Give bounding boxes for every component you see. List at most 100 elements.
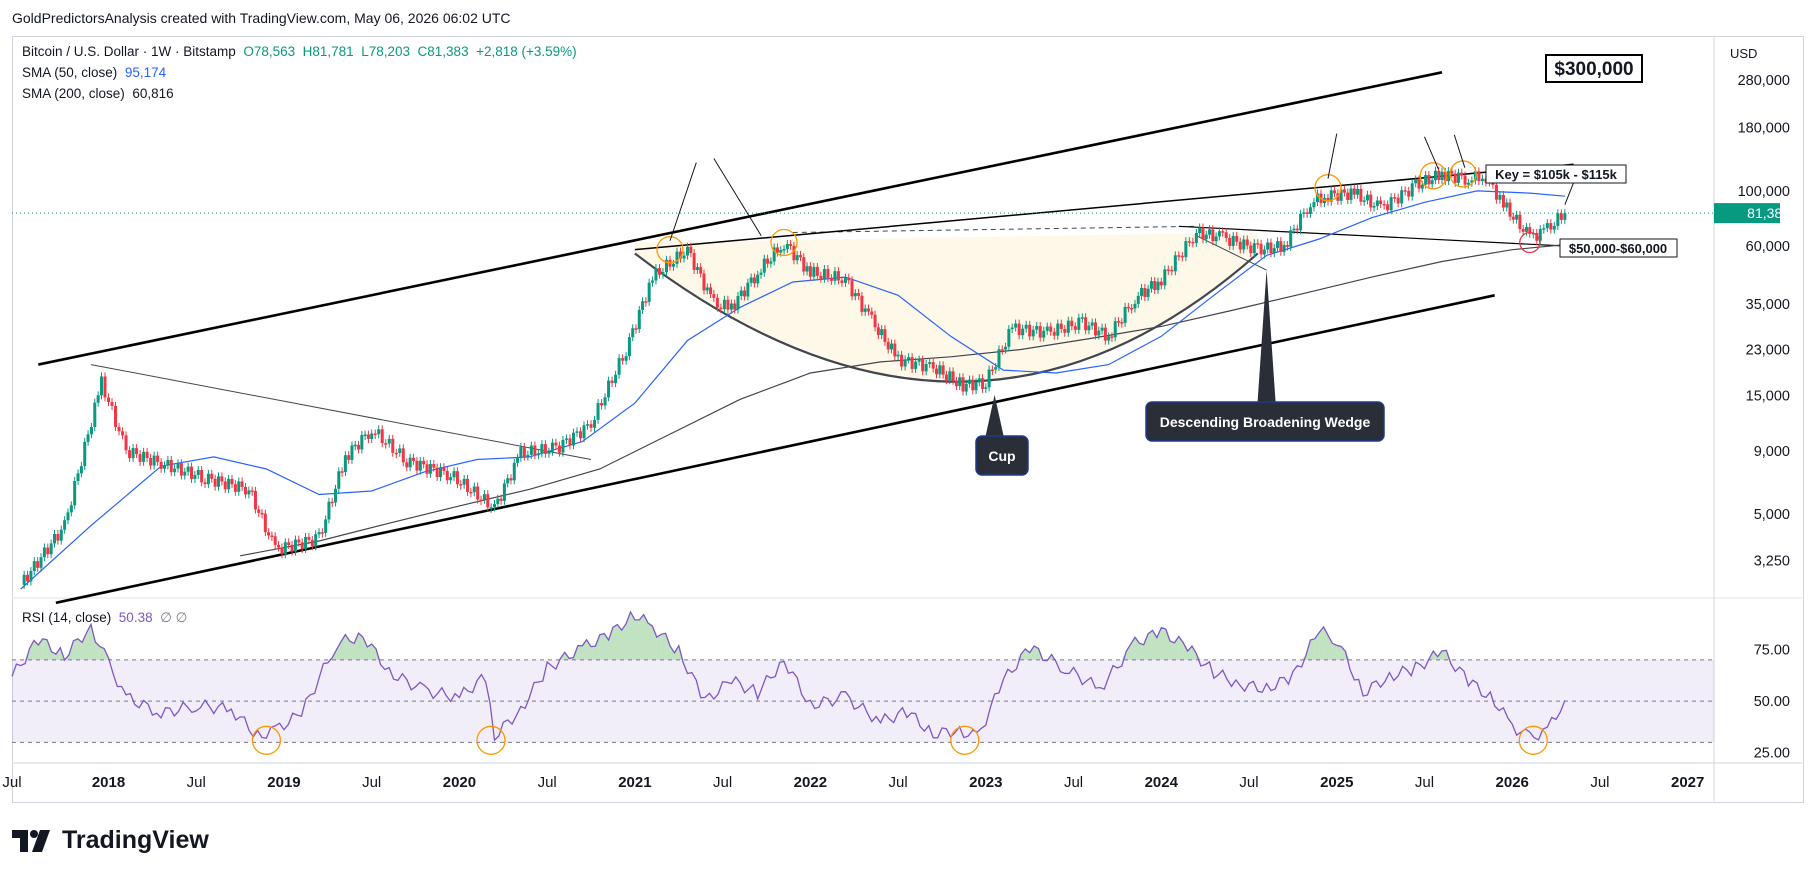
time-tick-label: Jul [362,774,381,791]
candle-body [543,444,547,454]
rsi-overbought-fill [358,633,363,660]
candle-body [110,402,114,406]
channel-lower [55,294,1495,605]
rsi-overbought-fill [1121,651,1127,660]
rsi-overbought-fill [608,627,613,660]
candle-body [73,481,77,506]
candle-body [802,257,806,272]
sma200-label: SMA (200, close) [22,86,125,101]
candle-body [836,271,840,281]
rsi-overbought-fill [1174,636,1179,660]
time-axis: Jul 2018 Jul 2019 Jul 2020 Jul 2021 Jul 2022 Jul 20… [2,762,1802,791]
rsi-overbought-fill [1341,646,1346,660]
candle-body [432,464,436,468]
rsi-overbought-fill [362,637,368,660]
rsi-oversold-circle [1518,725,1548,755]
candle-body [377,429,381,435]
candle-body [79,466,83,474]
candle-body [1028,324,1032,337]
candle-body [1556,213,1560,226]
candle-body [227,478,231,490]
price-pane: USD 280,000 180,000 100,000 60,000 35,000 23,0… [12,36,1802,801]
candle-body [840,280,844,283]
sma50-value: 95,174 [124,65,167,80]
candle-body [641,301,645,310]
candle-body [647,282,651,302]
rsi-overbought-fill [630,611,635,660]
candle-body [415,460,419,471]
candle-body [812,266,816,277]
candle-body [654,268,658,281]
currency-label: USD [1730,46,1757,61]
candle-body [1110,336,1114,338]
candle-body [1052,331,1056,336]
rsi-overbought-fill [656,634,662,660]
rsi-overbought-fill [55,647,61,660]
last-price-label: 81,383 [1747,205,1790,221]
candle-body [156,455,160,462]
candle-body [449,477,453,481]
candle-body [921,359,925,372]
candle-body [1542,228,1546,230]
candle-body [496,498,500,505]
candle-body [263,513,267,533]
candle-body [93,402,97,427]
candle-body [1563,213,1567,220]
candle-body [39,557,43,568]
candle-body [69,505,73,513]
candle-body [715,297,719,308]
candle-body [1470,180,1474,183]
symbol-title[interactable]: Bitcoin / U.S. Dollar · 1W · Bitstamp [22,44,236,59]
tradingview-logo[interactable]: TradingView [12,826,209,855]
rsi-overbought-fill [95,642,100,660]
candle-body [944,374,948,381]
candle-body [1120,322,1124,324]
top-marker-circle [1419,162,1447,190]
candle-body [46,547,50,555]
rsi-overbought-fill [86,624,91,660]
candle-body [938,365,942,375]
price-tick-label: 23,000 [1746,342,1790,358]
annotation-arrow [669,162,697,241]
brand-name: TradingView [62,826,209,854]
rsi-overbought-fill [33,640,39,660]
rsi-overbought-fill [1143,633,1149,660]
rsi-overbought-fill [349,641,355,660]
candle-body [99,376,103,396]
candle-body [1403,190,1407,192]
candle-body [712,294,716,298]
created-note: GoldPredictorsAnalysis created with Trad… [12,10,511,26]
candle-body [733,303,737,310]
candle-body [1369,194,1373,208]
candle-body [1460,172,1464,176]
top-marker-circle [656,236,684,264]
candle-body [896,354,900,357]
candle-body [314,534,318,547]
candle-body [1299,213,1303,231]
sma50-legend[interactable]: SMA (50, close) 95,174 [22,65,166,80]
candle-body [499,498,503,501]
candle-body [934,368,938,375]
candle-body [337,471,341,489]
rsi-legend[interactable]: RSI (14, close) 50.38 ∅ ∅ [22,610,187,626]
candle-body [873,314,877,328]
price-tick-label: 180,000 [1738,120,1790,136]
time-tick-label: Jul [187,774,206,791]
sma200-legend[interactable]: SMA (200, close) 60,816 [22,86,174,101]
candle-body [547,451,551,454]
candle-body [961,377,965,392]
candle-body [695,267,699,270]
rsi-overbought-fill [42,638,48,660]
candle-body [1063,328,1067,333]
candle-body [1191,241,1195,244]
candle-body [886,341,890,350]
candle-body [948,371,952,381]
candle-body [997,349,1001,368]
candle-body [1126,306,1130,309]
candle-body [1424,175,1428,185]
candle-body [1221,231,1225,233]
candle-body [287,542,291,545]
candle-body [621,358,625,361]
rsi-overbought-fill [1319,626,1324,660]
